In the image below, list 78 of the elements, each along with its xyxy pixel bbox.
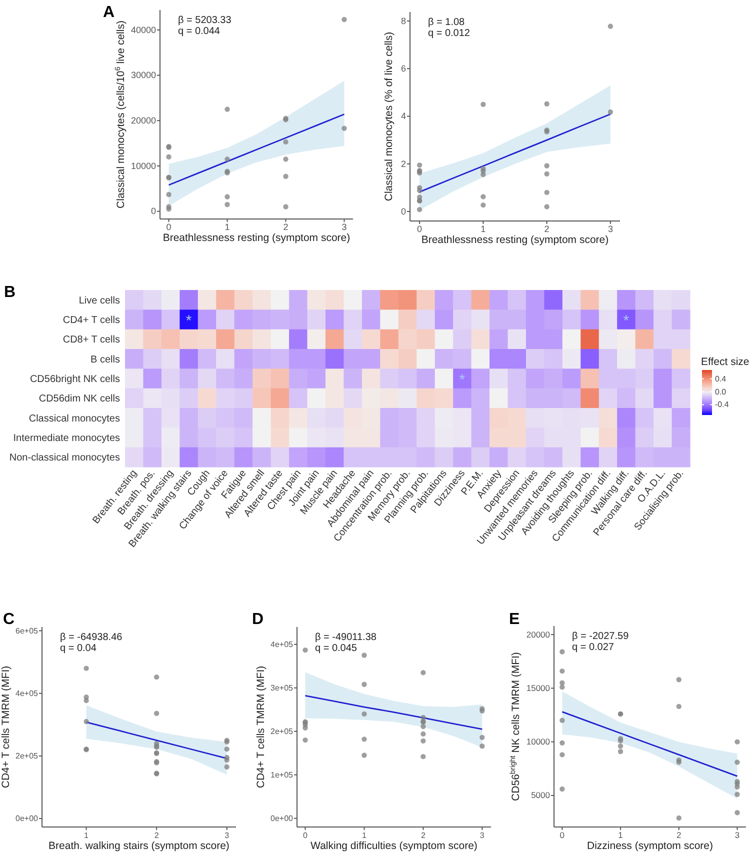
y-tick-label: CD8+ T cells [62,334,120,346]
y-tick-label: 5000 [531,790,550,800]
y-tick-label: 4e+05 [16,688,39,698]
annotation: q = 0.012 [428,28,470,39]
annotation: β = -49011.38 [315,632,377,643]
y-tick-label: CD56bright NK cells [30,374,120,385]
x-tick-label: 1 [224,222,230,232]
x-tick-label: 0 [166,222,172,232]
y-tick-label: 0e+00 [16,814,39,824]
y-tick-label: 40000 [130,24,156,35]
x-axis-title: Walking difficulties (symptom score) [310,840,478,852]
x-axis-title: Breathlessness resting (symptom score) [421,234,609,246]
y-tick-label: 0 [400,206,406,216]
y-tick-label: B cells [90,354,120,366]
annotation: β = -2027.59 [572,631,630,642]
y-axis-title: Classical monocytes (% of live cells) [383,32,395,202]
y-tick-label: 10000 [526,736,550,747]
x-tick-label: 0 [560,830,565,840]
data-label: * [459,372,466,388]
y-tick-label: 10000 [130,160,156,171]
x-tick-label: 3 [734,830,740,840]
y-tick-label: 2e+05 [270,726,294,736]
annotation: β = -64938.46 [60,632,123,643]
chart-title: E [509,611,520,628]
y-tick-label: Classical monocytes [28,413,120,424]
x-axis-title: Breath. walking stairs (symptom score) [48,840,230,852]
x-tick-label: 0 [417,224,422,234]
y-tick-label: 3e+05 [270,683,294,692]
annotation: q = 0.045 [315,643,358,654]
annotation: β = 5203.33 [178,15,232,26]
y-axis-title: CD4+ T cells TMRM (MFI) [255,666,267,788]
x-tick-label: 3 [608,224,613,234]
y-tick-label: 20000 [526,629,550,640]
x-tick-label: 2 [420,831,426,840]
data-label: * [623,312,630,330]
y-tick-label: Intermediate monocytes [13,433,120,444]
x-tick-label: 0 [303,831,308,840]
y-tick-label: 4 [400,111,406,122]
x-tick-label: 1 [618,830,624,840]
x-tick-label: 1 [84,831,90,840]
x-tick-label: 3 [224,831,230,840]
y-tick-label: 4e+05 [270,640,294,649]
color-bar-label: 0.4 [715,374,727,384]
annotation: q = 0.027 [572,642,614,653]
y-tick-label: 0 [150,206,156,216]
x-tick-label: 3 [342,222,347,232]
x-axis-title: Breathlessness resting (symptom score) [162,232,350,244]
chart-title: C [3,611,15,628]
color-bar-title: Effect size [701,356,750,368]
y-tick-label: 2 [400,158,406,169]
data-label: * [186,312,192,330]
x-tick-label: 1 [362,831,367,840]
y-tick-label: 20000 [130,116,156,126]
x-tick-label: 3 [480,831,485,840]
chart-title: D [252,611,264,628]
y-tick-label: 1e+05 [270,770,294,780]
x-tick-label: 2 [676,830,682,840]
x-tick-label: 1 [480,224,486,234]
color-bar-label: -0.4 [715,400,730,410]
chart-title: A [103,4,115,21]
y-tick-label: 6 [400,64,406,74]
y-tick-label: 2e+05 [16,752,39,761]
y-tick-label: 0e+00 [270,814,294,823]
y-tick-label: 15000 [526,682,550,693]
y-tick-label: CD56dim NK cells [38,394,120,405]
annotation: β = 1.08 [428,17,466,28]
color-bar-label: 0.0 [715,387,727,396]
chart-title: B [4,284,16,301]
x-axis-title: Dizziness (symptom score) [586,840,714,852]
y-tick-label: 8 [400,16,406,26]
y-tick-label: Live cells [78,295,120,306]
y-tick-label: 6e+05 [16,626,39,636]
y-axis-title: CD4+ T cells TMRM (MFI) [0,666,12,788]
y-tick-label: 30000 [130,70,156,80]
y-tick-label: CD4+ T cells [62,315,120,326]
annotation: q = 0.044 [178,26,220,37]
annotation: q = 0.04 [60,643,97,654]
y-tick-label: Non-classical monocytes [9,452,120,464]
